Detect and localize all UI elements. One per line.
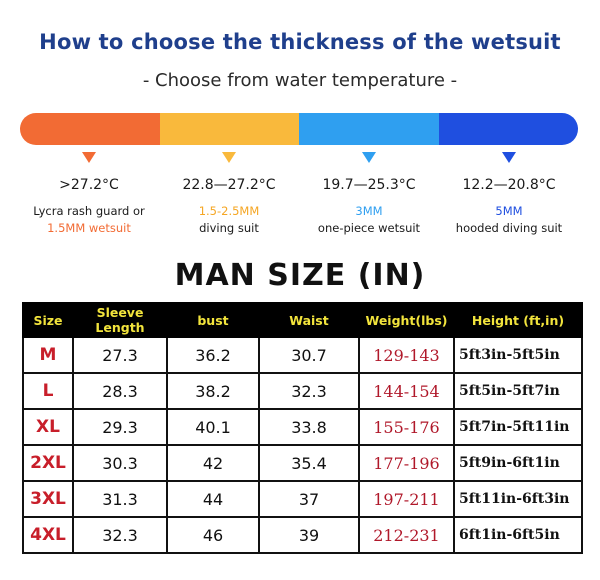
size-cell: L bbox=[22, 372, 74, 410]
recommendation-line-2: hooded diving suit bbox=[455, 221, 563, 235]
recommendation-line-2: one-piece wetsuit bbox=[317, 221, 421, 235]
wetsuit-recommendation: 1.5-2.5MM diving suit bbox=[159, 203, 299, 237]
size-cell: 3XL bbox=[22, 480, 74, 518]
height-cell: 5ft3in-5ft5in bbox=[453, 336, 583, 374]
sleeve-cell: 30.3 bbox=[72, 444, 168, 482]
page-subtitle: - Choose from water temperature - bbox=[142, 70, 458, 91]
sleeve-cell: 31.3 bbox=[72, 480, 168, 518]
weight-cell: 129-143 bbox=[358, 336, 455, 374]
sleeve-cell: 27.3 bbox=[72, 336, 168, 374]
sleeve-cell: 28.3 bbox=[72, 372, 168, 410]
down-arrow-icon bbox=[82, 152, 96, 163]
size-cell: XL bbox=[22, 408, 74, 446]
size-cell: 2XL bbox=[22, 444, 74, 482]
table-row: M 27.3 36.2 30.7 129-143 5ft3in-5ft5in bbox=[22, 336, 583, 374]
temperature-segment-warm bbox=[20, 113, 160, 145]
table-row: L 28.3 38.2 32.3 144-154 5ft5in-5ft7in bbox=[22, 372, 583, 410]
temperature-range: 12.2—20.8°C bbox=[462, 177, 556, 193]
temperature-range: 22.8—27.2°C bbox=[182, 177, 276, 193]
weight-cell: 144-154 bbox=[358, 372, 455, 410]
wetsuit-recommendation: 3MM one-piece wetsuit bbox=[299, 203, 439, 237]
waist-cell: 37 bbox=[258, 480, 360, 518]
table-row: 4XL 32.3 46 39 212-231 6ft1in-6ft5in bbox=[22, 516, 583, 554]
weight-cell: 197-211 bbox=[358, 480, 455, 518]
recommendation-line-2: 1.5MM wetsuit bbox=[47, 221, 131, 235]
bust-cell: 46 bbox=[166, 516, 260, 554]
weight-cell: 177-196 bbox=[358, 444, 455, 482]
sleeve-cell: 29.3 bbox=[72, 408, 168, 446]
size-chart-title: MAN SIZE (IN) bbox=[174, 258, 426, 293]
height-cell: 5ft9in-6ft1in bbox=[453, 444, 583, 482]
wetsuit-recommendation: 5MM hooded diving suit bbox=[439, 203, 579, 237]
table-row: 3XL 31.3 44 37 197-211 5ft11in-6ft3in bbox=[22, 480, 583, 518]
table-row: XL 29.3 40.1 33.8 155-176 5ft7in-5ft11in bbox=[22, 408, 583, 446]
recommendation-line-2: diving suit bbox=[199, 221, 259, 235]
weight-cell: 212-231 bbox=[358, 516, 455, 554]
column-header-bust: bust bbox=[166, 302, 260, 338]
temperature-bar bbox=[20, 113, 578, 145]
recommendation-line-1: 1.5-2.5MM bbox=[198, 204, 260, 218]
waist-cell: 30.7 bbox=[258, 336, 360, 374]
table-header-row: Size Sleeve Length bust Waist Weight(lbs… bbox=[22, 302, 583, 338]
recommendation-line-1: Lycra rash guard or bbox=[33, 204, 145, 218]
waist-cell: 35.4 bbox=[258, 444, 360, 482]
down-arrow-icon bbox=[502, 152, 516, 163]
sleeve-cell: 32.3 bbox=[72, 516, 168, 554]
waist-cell: 32.3 bbox=[258, 372, 360, 410]
height-cell: 6ft1in-6ft5in bbox=[453, 516, 583, 554]
table-row: 2XL 30.3 42 35.4 177-196 5ft9in-6ft1in bbox=[22, 444, 583, 482]
size-chart-table: Size Sleeve Length bust Waist Weight(lbs… bbox=[22, 302, 583, 554]
waist-cell: 39 bbox=[258, 516, 360, 554]
bust-cell: 44 bbox=[166, 480, 260, 518]
temperature-segment-mild bbox=[159, 113, 299, 145]
recommendation-line-1: 5MM bbox=[495, 204, 523, 218]
height-cell: 5ft11in-6ft3in bbox=[453, 480, 583, 518]
size-cell: M bbox=[22, 336, 74, 374]
temperature-range: 19.7—25.3°C bbox=[322, 177, 416, 193]
bust-cell: 42 bbox=[166, 444, 260, 482]
bust-cell: 38.2 bbox=[166, 372, 260, 410]
column-header-size: Size bbox=[22, 302, 74, 338]
temperature-range: >27.2°C bbox=[59, 177, 119, 193]
down-arrow-icon bbox=[362, 152, 376, 163]
column-header-sleeve: Sleeve Length bbox=[72, 302, 168, 338]
temperature-column-3: 19.7—25.3°C 3MM one-piece wetsuit bbox=[299, 150, 439, 237]
temperature-column-2: 22.8—27.2°C 1.5-2.5MM diving suit bbox=[159, 150, 299, 237]
temperature-segment-cool bbox=[299, 113, 439, 145]
recommendation-line-1: 3MM bbox=[355, 204, 383, 218]
column-header-height: Height (ft,in) bbox=[453, 302, 583, 338]
size-cell: 4XL bbox=[22, 516, 74, 554]
down-arrow-icon bbox=[222, 152, 236, 163]
temperature-segment-cold bbox=[438, 113, 578, 145]
column-header-weight: Weight(lbs) bbox=[358, 302, 455, 338]
height-cell: 5ft7in-5ft11in bbox=[453, 408, 583, 446]
weight-cell: 155-176 bbox=[358, 408, 455, 446]
column-header-waist: Waist bbox=[258, 302, 360, 338]
page-title: How to choose the thickness of the wetsu… bbox=[39, 30, 561, 54]
bust-cell: 40.1 bbox=[166, 408, 260, 446]
temperature-column-4: 12.2—20.8°C 5MM hooded diving suit bbox=[439, 150, 579, 237]
bust-cell: 36.2 bbox=[166, 336, 260, 374]
wetsuit-recommendation: Lycra rash guard or 1.5MM wetsuit bbox=[19, 203, 159, 237]
temperature-column-1: >27.2°C Lycra rash guard or 1.5MM wetsui… bbox=[19, 150, 159, 237]
height-cell: 5ft5in-5ft7in bbox=[453, 372, 583, 410]
waist-cell: 33.8 bbox=[258, 408, 360, 446]
